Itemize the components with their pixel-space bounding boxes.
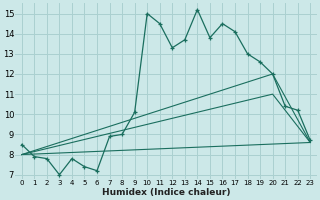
X-axis label: Humidex (Indice chaleur): Humidex (Indice chaleur) (102, 188, 230, 197)
